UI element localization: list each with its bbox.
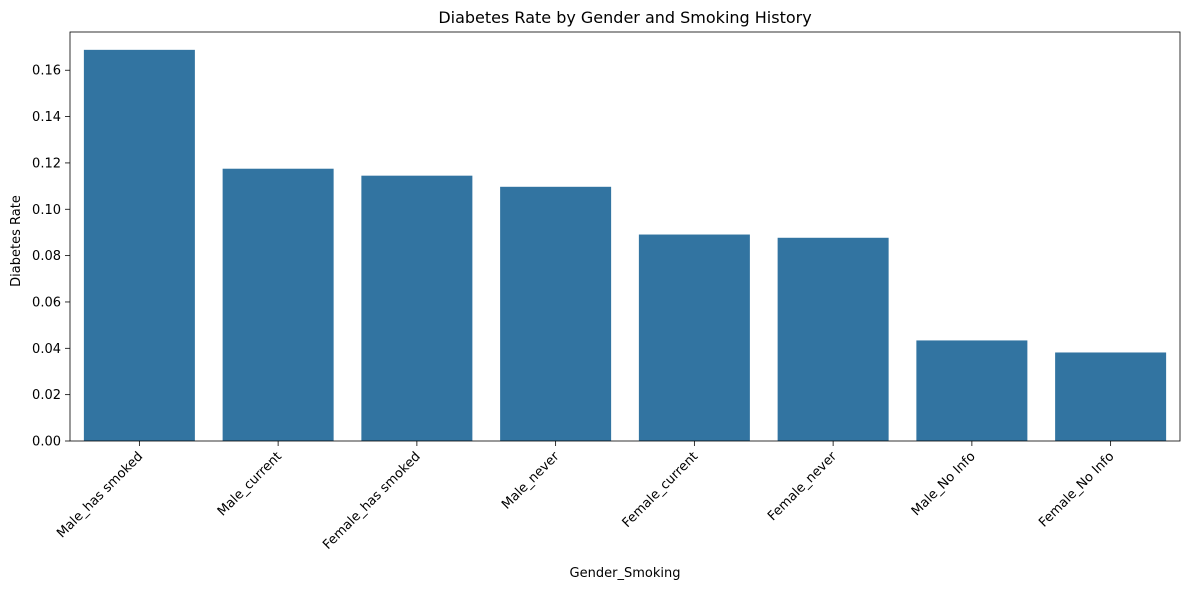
y-axis-label: Diabetes Rate [9, 195, 24, 287]
x-tick-label-1: Male_current [215, 449, 285, 519]
bar-0 [83, 49, 195, 442]
x-tick-label-5: Female_never [765, 449, 840, 524]
x-axis-ticks: Male_has smoked Male_current Female_has sm… [54, 441, 1117, 553]
y-tick-label-3: 0.06 [32, 295, 61, 310]
bar-5 [777, 237, 889, 441]
y-tick-label-6: 0.12 [32, 156, 61, 171]
y-axis-ticks: 0.00 0.02 0.04 0.06 0.08 0.10 0.12 0.14 0.16 [32, 64, 70, 450]
y-tick-label-4: 0.08 [32, 249, 61, 264]
x-tick-label-2: Female_has smoked [320, 449, 423, 552]
x-tick-label-4: Female_current [620, 449, 702, 531]
y-tick-label-7: 0.14 [32, 110, 61, 125]
bars-group [83, 49, 1167, 442]
bar-2 [361, 175, 473, 441]
bar-7 [1055, 352, 1167, 441]
y-tick-label-0: 0.00 [32, 435, 61, 450]
y-tick-label-5: 0.10 [32, 203, 61, 218]
y-tick-label-1: 0.02 [32, 388, 61, 403]
x-tick-label-0: Male_has smoked [54, 449, 146, 541]
plot-frame [69, 31, 1181, 442]
bar-4 [638, 234, 750, 441]
x-tick-label-7: Female_No Info [1036, 449, 1117, 530]
chart-title: Diabetes Rate by Gender and Smoking Hist… [438, 8, 811, 27]
bar-1 [222, 168, 334, 441]
x-tick-label-3: Male_never [499, 449, 563, 513]
y-tick-label-2: 0.04 [32, 342, 61, 357]
bar-6 [916, 340, 1028, 441]
y-tick-label-8: 0.16 [32, 64, 61, 79]
x-axis-label: Gender_Smoking [570, 566, 681, 581]
x-tick-label-6: Male_No Info [909, 449, 979, 519]
bar-3 [500, 186, 612, 441]
